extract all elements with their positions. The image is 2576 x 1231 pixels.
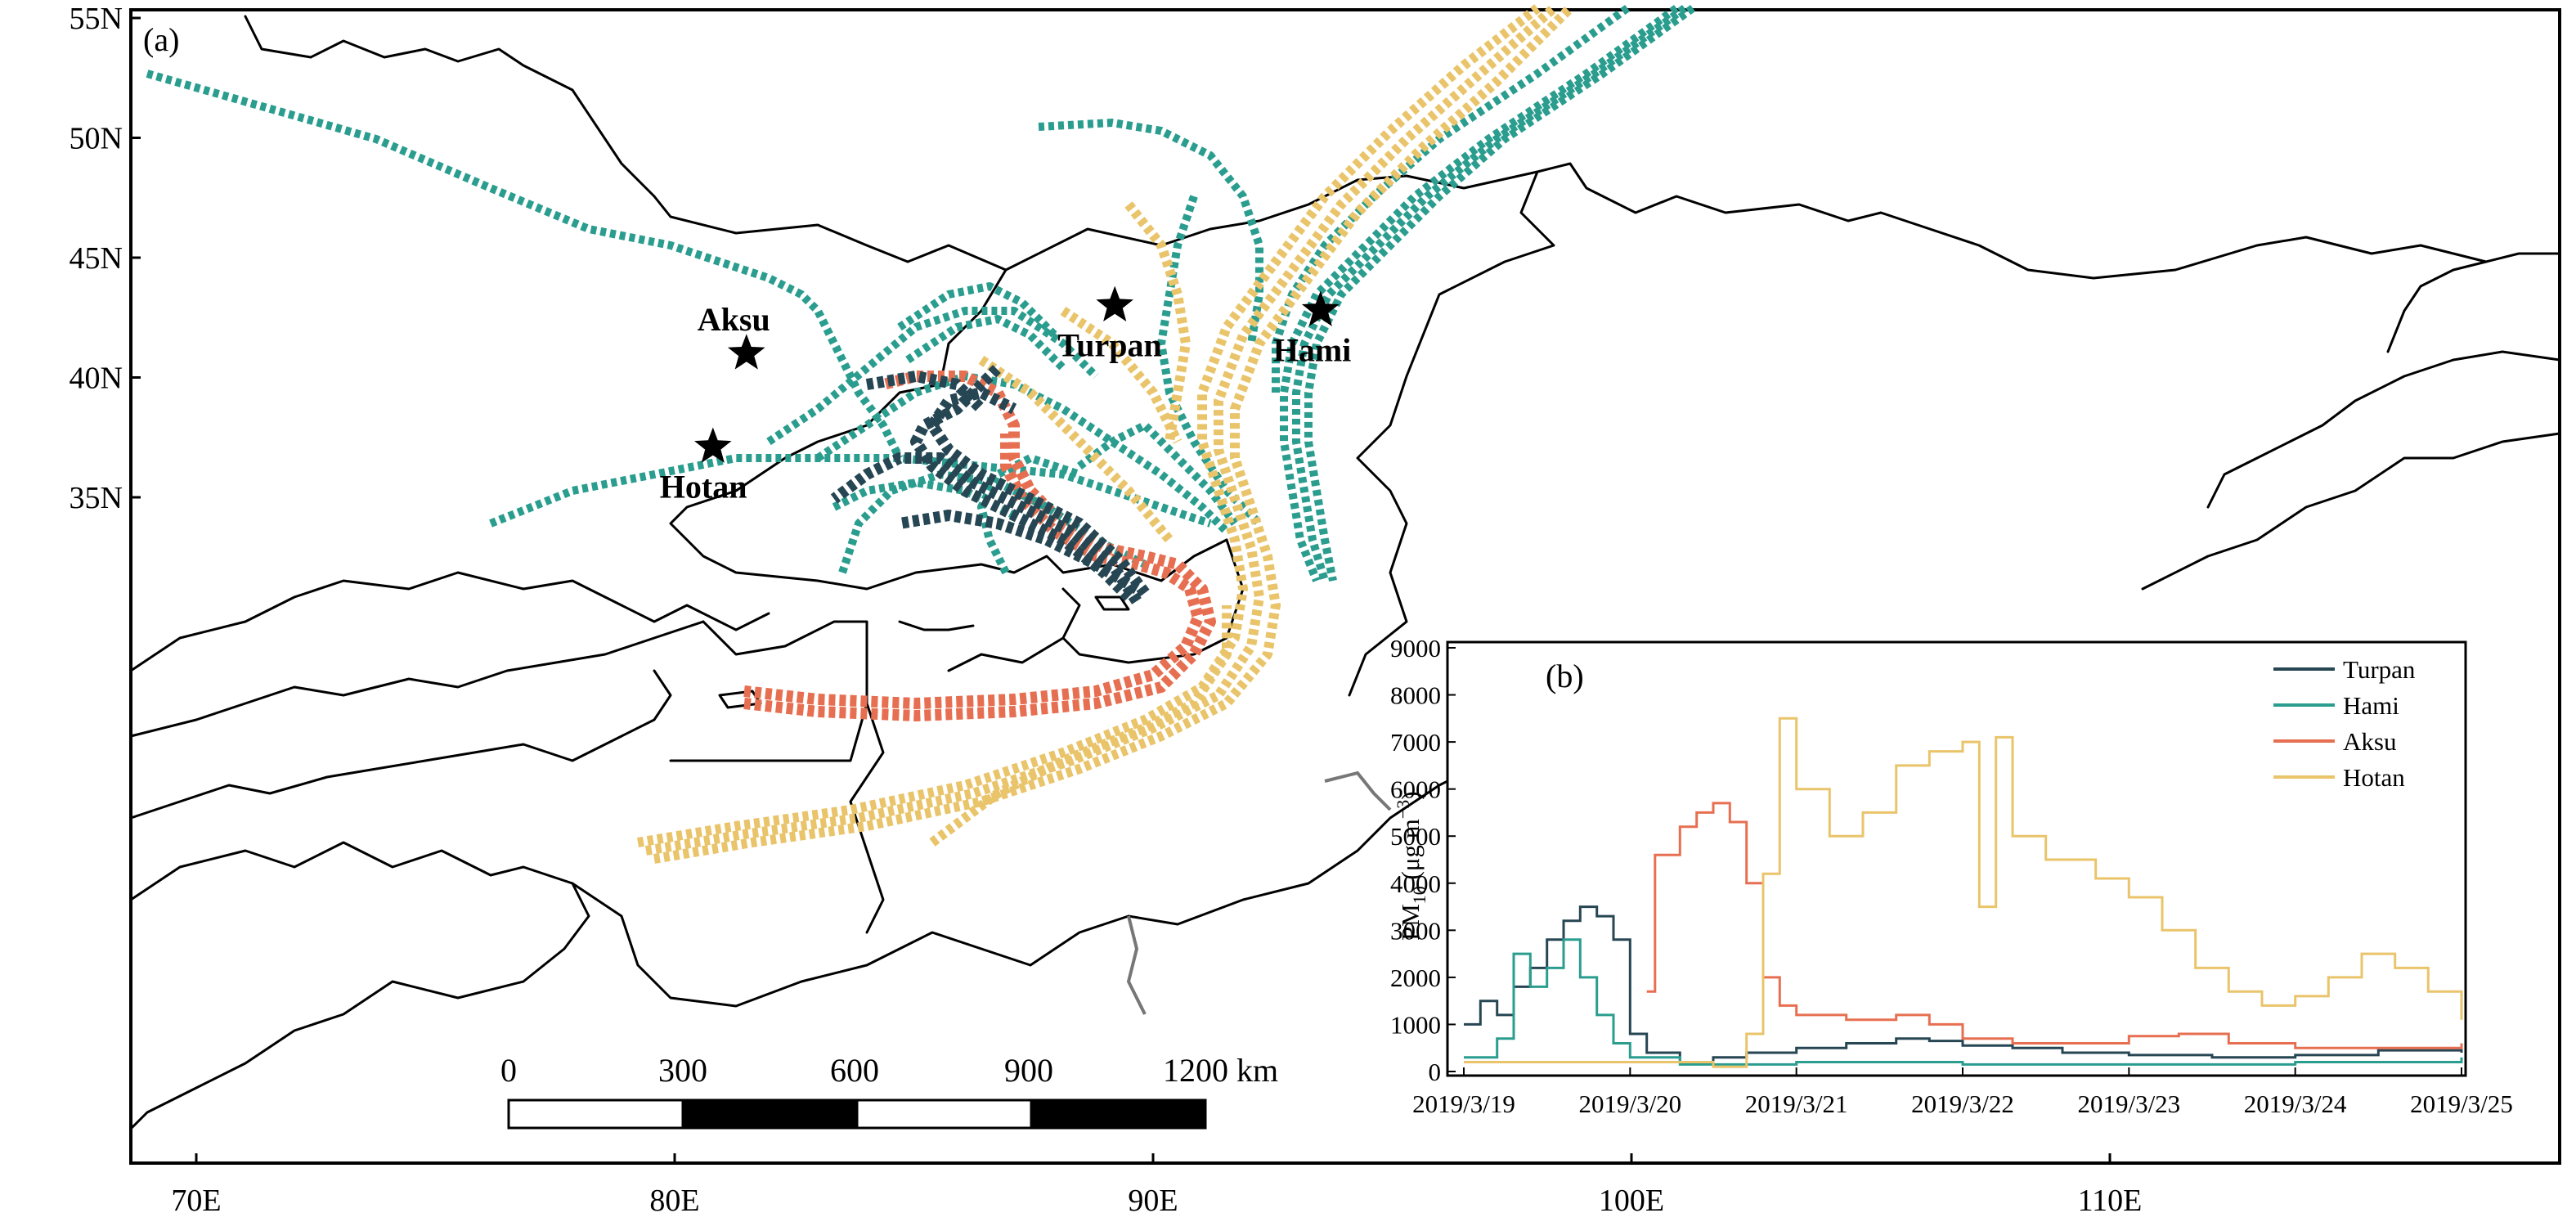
legend-label-aksu: Aksu xyxy=(2343,727,2396,756)
inset-x-tick-label: 2019/3/22 xyxy=(1911,1089,2014,1118)
scale-segment-4 xyxy=(1030,1098,1207,1130)
trajectory-group-aksu xyxy=(743,371,1216,721)
border-mongolia xyxy=(1348,170,1555,697)
inset-y-tick-label: 4000 xyxy=(1390,869,1441,898)
inset-x-tick-label: 2019/3/21 xyxy=(1745,1089,1848,1118)
inset-y-tick-label: 8000 xyxy=(1390,681,1441,710)
scale-label-300: 300 xyxy=(658,1052,707,1089)
scale-label-900: 900 xyxy=(1004,1052,1053,1089)
series-line-aksu xyxy=(1646,802,2463,1049)
ylabel-unit-open: (μg m xyxy=(1396,819,1425,886)
longitude-tick-labels: 70E 80E 90E 100E 110E xyxy=(171,1153,2142,1218)
lon-tick-label: 110E xyxy=(2078,1184,2143,1218)
inset-series-lines xyxy=(1464,717,2463,1068)
legend-label-turpan: Turpan xyxy=(2343,655,2416,684)
scale-bar: 0 300 600 900 1200 km xyxy=(500,1052,1278,1130)
inset-legend: Turpan Hami Aksu Hotan xyxy=(2273,655,2416,792)
inset-x-tick-label: 2019/3/25 xyxy=(2410,1089,2513,1118)
inset-panel-label: (b) xyxy=(1546,658,1584,694)
border-lake-2 xyxy=(1094,595,1130,611)
lon-tick-label: 80E xyxy=(649,1184,699,1218)
inset-x-tick-label: 2019/3/23 xyxy=(2077,1089,2180,1118)
lat-tick-label: 45N xyxy=(70,241,123,276)
lon-tick-label: 100E xyxy=(1599,1184,1664,1218)
latitude-tick-labels: 55N 50N 45N 40N 35N xyxy=(70,2,141,515)
city-label-turpan: Turpan xyxy=(1057,327,1162,364)
border-afghanistan xyxy=(129,841,590,1130)
lat-tick-label: 55N xyxy=(70,2,123,36)
map-panel-label: (a) xyxy=(143,21,179,58)
border-central-asia-3 xyxy=(129,669,672,820)
inset-y-axis-label: PM10 (μg m−3) xyxy=(1393,791,1429,941)
city-label-aksu: Aksu xyxy=(698,301,770,338)
scale-label-1200: 1200 km xyxy=(1163,1052,1278,1089)
border-east-china xyxy=(2141,432,2561,591)
ylabel-unit-close: ) xyxy=(1396,791,1425,799)
star-icon xyxy=(727,334,765,370)
star-icon xyxy=(1096,285,1133,321)
border-central-asia-1 xyxy=(129,571,770,672)
border-grey-1 xyxy=(1324,770,1392,811)
scale-segment-2 xyxy=(681,1098,859,1130)
inset-y-tick-label: 2000 xyxy=(1390,964,1441,992)
border-central-asia-2 xyxy=(129,620,705,738)
lat-tick-label: 50N xyxy=(70,122,123,156)
border-manchuria xyxy=(2206,350,2561,509)
pm10-timeseries-inset: (b) 0 1000 2000 3000 4000 5000 6000 7000 8000 900… xyxy=(1390,634,2513,1118)
legend-label-hotan: Hotan xyxy=(2343,763,2405,792)
inset-y-tick-label: 6000 xyxy=(1390,775,1441,804)
ylabel-unit-sup: −3 xyxy=(1393,800,1413,819)
inset-x-tick-label: 2019/3/20 xyxy=(1578,1089,1681,1118)
border-lake-balkhash xyxy=(898,620,975,631)
inset-x-tick-label: 2019/3/19 xyxy=(1412,1089,1515,1118)
scale-segment-3 xyxy=(855,1098,1033,1130)
lat-tick-label: 35N xyxy=(70,481,123,515)
series-line-hami xyxy=(1464,938,2463,1066)
scale-label-0: 0 xyxy=(500,1052,517,1089)
scale-label-600: 600 xyxy=(830,1052,879,1089)
border-xinjiang-internal-4 xyxy=(947,636,1065,672)
inset-y-tick-label: 0 xyxy=(1429,1058,1442,1086)
ylabel-main: PM xyxy=(1396,904,1425,941)
city-label-hami: Hami xyxy=(1273,331,1352,368)
border-tibet-1 xyxy=(571,767,1474,1008)
inset-y-axis: 0 1000 2000 3000 4000 5000 6000 7000 8000 9000 xyxy=(1390,634,1456,1086)
border-northeast xyxy=(2386,260,2488,353)
city-markers: Turpan Hami Aksu Hotan xyxy=(660,285,1352,505)
inset-y-tick-label: 9000 xyxy=(1390,634,1441,663)
lon-tick-label: 70E xyxy=(171,1184,221,1218)
inset-y-tick-label: 5000 xyxy=(1390,822,1441,851)
border-grey-2 xyxy=(1126,915,1147,1015)
border-xinjiang-internal-1 xyxy=(669,620,868,762)
inset-x-axis: 2019/3/19 2019/3/20 2019/3/21 2019/3/22 2019… xyxy=(1412,1067,2513,1118)
inset-y-tick-label: 7000 xyxy=(1390,728,1441,757)
lat-tick-label: 40N xyxy=(70,362,123,396)
lon-tick-label: 90E xyxy=(1128,1184,1178,1218)
trajectory-group-turpan xyxy=(830,364,1150,604)
inset-y-tick-label: 3000 xyxy=(1390,916,1441,945)
trajectory-group-hotan xyxy=(637,4,1574,864)
series-line-hotan xyxy=(1464,717,2463,1068)
inset-y-tick-label: 1000 xyxy=(1390,1010,1441,1039)
series-line-turpan xyxy=(1464,905,2463,1063)
inset-background xyxy=(1446,640,2467,1077)
star-icon xyxy=(694,427,732,463)
trajectory-map: 55N 50N 45N 40N 35N 70E 80E 90E 100E 110E (a) Tu… xyxy=(70,2,2561,1218)
city-label-hotan: Hotan xyxy=(660,468,747,505)
inset-x-tick-label: 2019/3/24 xyxy=(2244,1089,2347,1118)
border-kazakh-north xyxy=(669,268,1228,591)
ylabel-sub: 10 xyxy=(1409,886,1429,904)
legend-label-hami: Hami xyxy=(2343,691,2399,720)
scale-segment-1 xyxy=(507,1098,684,1130)
star-icon xyxy=(1301,290,1340,326)
